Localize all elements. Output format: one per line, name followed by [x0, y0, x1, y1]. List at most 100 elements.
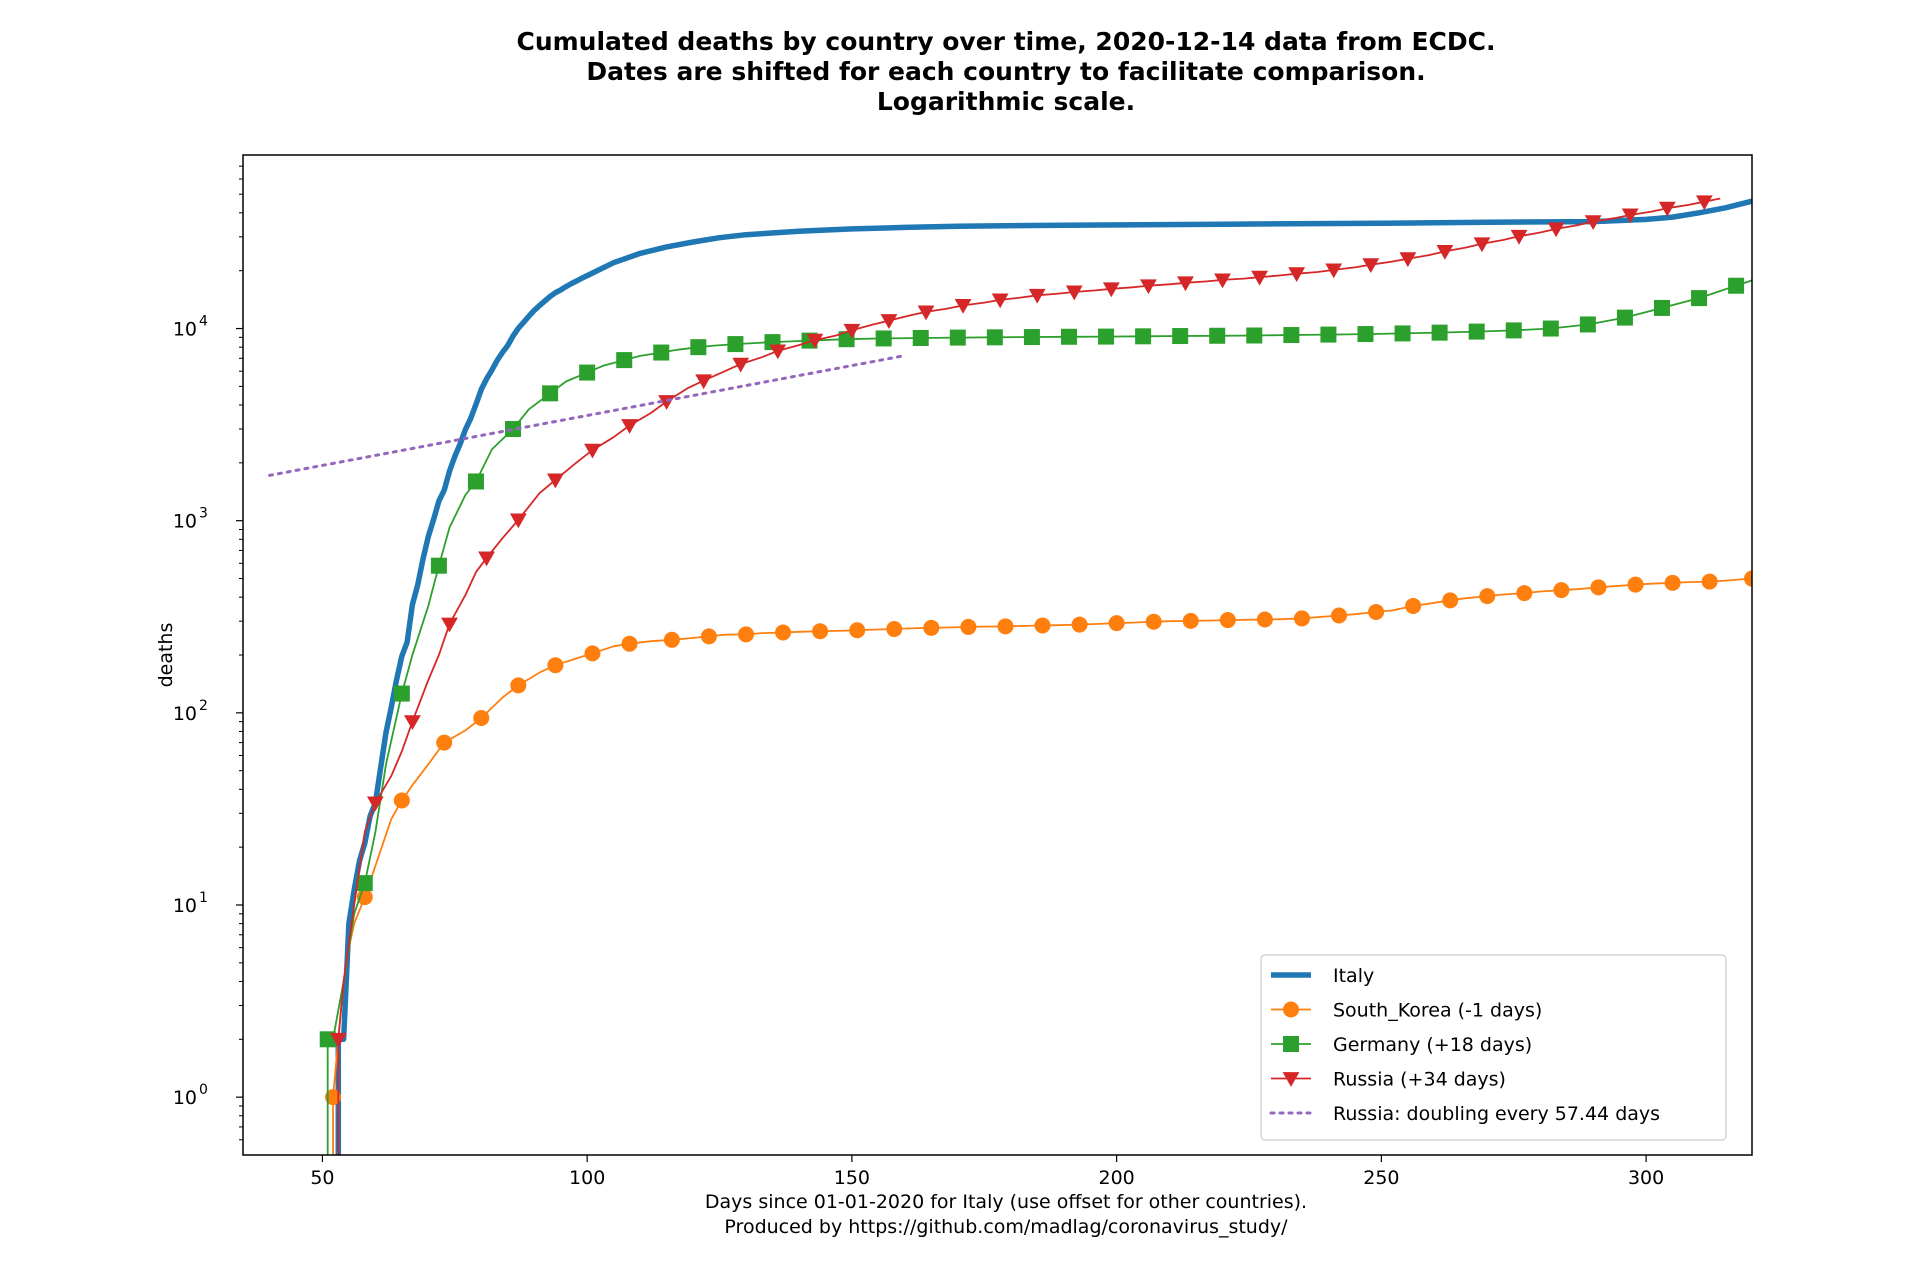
- legend-label: Germany (+18 days): [1333, 1034, 1532, 1056]
- data-point: [509, 513, 527, 529]
- series-line: [337, 197, 1721, 1155]
- series-germany: [319, 277, 1752, 1155]
- data-point: [1325, 263, 1343, 279]
- data-point: [579, 364, 596, 381]
- x-tick-label: 50: [310, 1167, 334, 1189]
- y-tick-label: 10: [173, 511, 197, 533]
- series-russia-doubling: [268, 354, 907, 477]
- data-point: [1135, 328, 1152, 345]
- data-point: [986, 329, 1003, 346]
- data-point: [329, 1032, 347, 1048]
- legend-box: [1260, 954, 1727, 1141]
- data-point: [1579, 316, 1596, 333]
- data-point: [621, 419, 638, 434]
- series-south-korea: [325, 570, 1752, 1155]
- data-point: [880, 314, 898, 329]
- legend-label: Russia: doubling every 57.44 days: [1333, 1103, 1660, 1125]
- data-point: [1256, 611, 1273, 628]
- data-point: [732, 357, 750, 373]
- data-point: [1246, 327, 1263, 344]
- data-point: [584, 645, 601, 662]
- data-point: [467, 473, 484, 490]
- y-tick-exponent: 4: [199, 314, 208, 330]
- data-point: [769, 344, 787, 360]
- data-point: [1590, 579, 1607, 596]
- data-point: [1251, 270, 1268, 286]
- data-point: [1320, 326, 1337, 343]
- data-point: [1553, 582, 1570, 599]
- data-point: [727, 336, 744, 353]
- data-point: [875, 330, 892, 347]
- data-point: [886, 621, 903, 638]
- data-point: [356, 875, 373, 892]
- data-point: [775, 624, 792, 641]
- data-point: [1744, 570, 1752, 587]
- y-axis-label: deaths: [155, 623, 177, 688]
- data-point: [1028, 288, 1046, 304]
- data-point: [436, 734, 453, 751]
- data-point: [473, 710, 490, 727]
- legend-label: South_Korea (-1 days): [1333, 1000, 1542, 1022]
- data-point: [430, 557, 447, 574]
- y-tick-label: 10: [173, 895, 197, 917]
- data-point: [738, 626, 754, 643]
- data-point: [991, 293, 1009, 309]
- data-point: [1431, 324, 1448, 341]
- data-point: [997, 618, 1014, 635]
- data-point: [1442, 592, 1459, 609]
- data-point: [912, 329, 929, 346]
- data-point: [1182, 612, 1199, 629]
- data-point: [1293, 610, 1310, 627]
- data-point: [1516, 585, 1533, 602]
- data-point: [1288, 267, 1306, 283]
- data-point: [1145, 613, 1162, 630]
- data-point: [1065, 285, 1083, 301]
- data-point: [584, 443, 601, 459]
- title-line: Dates are shifted for each country to fa…: [586, 57, 1425, 86]
- data-point: [1405, 597, 1422, 614]
- data-point: [1691, 290, 1708, 307]
- series-line: [335, 198, 1752, 1155]
- data-point: [510, 677, 527, 694]
- data-point: [1214, 273, 1231, 289]
- data-point: [1658, 201, 1676, 217]
- data-point: [1547, 222, 1565, 238]
- data-point: [700, 628, 717, 645]
- data-point: [1584, 215, 1602, 231]
- data-point: [1473, 237, 1491, 253]
- y-tick-label: 10: [173, 1087, 197, 1109]
- data-point: [1098, 328, 1115, 345]
- data-point: [393, 685, 410, 702]
- data-point: [806, 333, 824, 349]
- data-point: [1219, 612, 1236, 629]
- data-point: [366, 796, 384, 812]
- data-point: [1060, 328, 1077, 345]
- data-point: [546, 473, 564, 489]
- data-point: [1621, 208, 1639, 224]
- data-point: [1616, 309, 1633, 326]
- y-tick-exponent: 3: [199, 506, 208, 522]
- data-point: [393, 792, 410, 809]
- x-tick-label: 200: [1098, 1167, 1134, 1189]
- chart-title: Cumulated deaths by country over time, 2…: [516, 27, 1495, 116]
- data-point: [1468, 323, 1485, 340]
- legend-label: Italy: [1333, 965, 1374, 987]
- y-tick-label: 10: [173, 703, 197, 725]
- data-point: [1108, 615, 1125, 632]
- legend-marker: [1283, 1001, 1299, 1018]
- data-point: [812, 623, 829, 640]
- title-line: Cumulated deaths by country over time, 2…: [516, 27, 1495, 56]
- data-point: [616, 352, 633, 369]
- data-point: [1394, 325, 1411, 342]
- x-tick-label: 100: [569, 1167, 605, 1189]
- data-point: [1479, 588, 1496, 605]
- series-layer: [268, 195, 1752, 1155]
- data-point: [1071, 616, 1088, 633]
- legend-marker: [1282, 1072, 1300, 1087]
- data-point: [1034, 617, 1051, 634]
- series-line: [268, 354, 907, 477]
- data-point: [1172, 328, 1189, 345]
- data-point: [849, 622, 866, 639]
